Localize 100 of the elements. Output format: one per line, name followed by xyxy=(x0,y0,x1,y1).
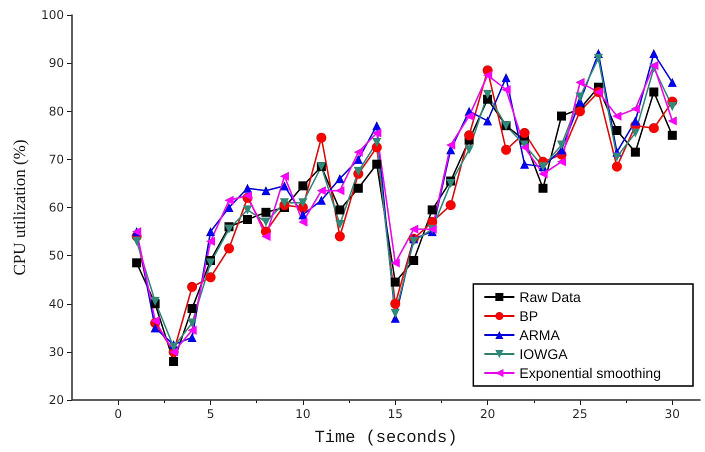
point xyxy=(612,162,622,172)
point xyxy=(428,205,437,214)
x-tick-label: 5 xyxy=(206,407,214,421)
point xyxy=(464,130,474,140)
point xyxy=(520,142,530,152)
point xyxy=(298,210,308,220)
point xyxy=(390,298,400,309)
point xyxy=(132,258,142,268)
point xyxy=(261,208,270,217)
point xyxy=(242,215,252,224)
point xyxy=(224,243,234,254)
legend-label: Raw Data xyxy=(519,289,582,305)
point xyxy=(483,116,492,126)
point xyxy=(372,160,382,169)
point xyxy=(409,224,418,234)
point xyxy=(206,236,216,246)
point xyxy=(649,88,658,96)
point xyxy=(538,169,548,178)
point xyxy=(612,152,622,162)
point xyxy=(298,181,308,190)
y-tick-label: 30 xyxy=(48,344,64,359)
point xyxy=(188,318,197,328)
point xyxy=(335,205,344,214)
point xyxy=(668,102,677,111)
point xyxy=(261,186,270,196)
point xyxy=(446,200,456,210)
point xyxy=(188,332,197,342)
x-axis-title: Time (seconds) xyxy=(314,429,458,448)
point xyxy=(372,121,382,130)
point xyxy=(261,217,270,226)
point xyxy=(372,128,382,138)
point xyxy=(132,236,142,246)
point xyxy=(501,144,512,155)
point xyxy=(242,190,252,200)
point xyxy=(316,186,326,196)
point xyxy=(630,128,640,138)
point xyxy=(334,231,345,242)
point xyxy=(354,166,363,176)
point xyxy=(354,154,363,164)
legend-label: IOWGA xyxy=(519,346,568,362)
x-tick-label: 20 xyxy=(480,407,496,421)
point xyxy=(206,227,216,236)
point xyxy=(354,184,363,193)
point xyxy=(575,92,584,102)
point xyxy=(280,172,289,181)
point xyxy=(502,85,511,94)
y-tick-label: 100 xyxy=(41,8,64,22)
point xyxy=(409,236,418,246)
point xyxy=(556,140,566,150)
point xyxy=(520,160,530,169)
y-tick-label: 90 xyxy=(48,56,64,70)
x-tick-label: 15 xyxy=(388,407,403,421)
point xyxy=(354,148,363,157)
x-tick-label: 0 xyxy=(114,407,122,421)
y-tick-label: 40 xyxy=(48,296,64,311)
point xyxy=(224,224,234,234)
point xyxy=(335,186,344,196)
legend-label: ARMA xyxy=(519,327,560,343)
point xyxy=(648,123,659,134)
point xyxy=(556,157,566,166)
point xyxy=(464,112,474,121)
point xyxy=(261,232,270,241)
point xyxy=(169,357,178,366)
point xyxy=(335,174,344,184)
y-tick-label: 80 xyxy=(48,104,64,118)
point xyxy=(630,148,640,157)
point xyxy=(390,308,400,318)
point xyxy=(575,78,584,87)
x-tick-label: 10 xyxy=(295,407,311,421)
point xyxy=(594,54,603,63)
point xyxy=(483,90,492,99)
point xyxy=(390,278,400,287)
x-tick-label: 30 xyxy=(664,407,680,421)
y-tick-label: 70 xyxy=(48,152,64,166)
point xyxy=(150,323,160,332)
point xyxy=(520,128,530,138)
point xyxy=(224,196,234,205)
point xyxy=(649,49,658,58)
point xyxy=(316,196,326,205)
point xyxy=(668,130,677,140)
point xyxy=(206,272,216,282)
point xyxy=(612,112,622,121)
point xyxy=(464,145,474,154)
y-axis-title: CPU utilization (%) xyxy=(10,140,29,276)
point xyxy=(335,220,344,229)
y-tick-label: 50 xyxy=(48,248,64,263)
point xyxy=(298,217,308,226)
point xyxy=(574,106,585,116)
point xyxy=(556,112,566,121)
point xyxy=(150,296,160,306)
point xyxy=(242,184,252,193)
point xyxy=(630,104,640,114)
x-tick-label: 25 xyxy=(572,407,588,421)
point xyxy=(224,203,234,212)
point xyxy=(242,205,252,214)
point xyxy=(630,116,640,126)
point xyxy=(446,140,456,150)
point xyxy=(668,78,677,87)
point xyxy=(538,184,548,193)
point xyxy=(280,198,289,208)
